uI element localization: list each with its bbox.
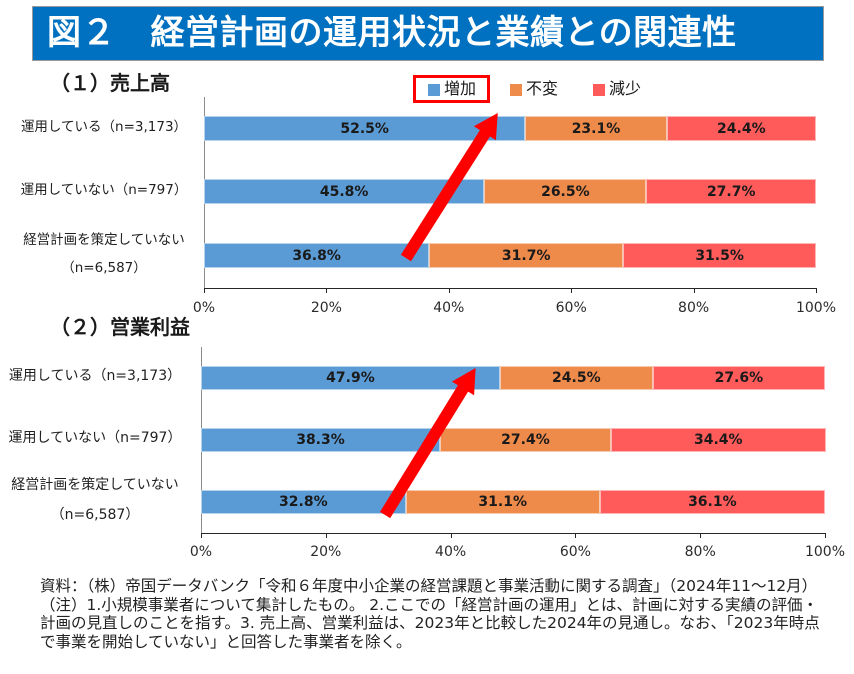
legend-label-increase: 増加: [444, 79, 477, 98]
x-tick: [326, 288, 327, 293]
bar-segment-increase: 45.8%: [204, 179, 485, 204]
x-tick-label: 60%: [555, 300, 587, 316]
data-label: 32.8%: [279, 494, 328, 510]
legend-highlight-box: [413, 75, 490, 103]
x-tick-label: 60%: [559, 544, 591, 560]
category-label: （n=6,587）: [50, 507, 140, 523]
x-axis-line: [204, 288, 817, 289]
category-label: 運用していない（n=797）: [8, 429, 182, 446]
bar-segment-increase: 38.3%: [201, 427, 440, 452]
category-label: 運用している（n=3,173）: [8, 368, 182, 384]
data-label: 24.4%: [717, 120, 766, 137]
x-tick-label: 40%: [435, 544, 467, 560]
bar-segment-unchanged: 31.1%: [405, 490, 600, 514]
legend-swatch-unchanged: [510, 84, 522, 96]
x-axis-line: [201, 533, 826, 534]
legend-swatch-increase: [428, 84, 440, 96]
x-tick: [571, 288, 572, 293]
x-tick-label: 40%: [433, 300, 465, 316]
bar-segment-decrease: 36.1%: [599, 490, 825, 514]
data-label: 23.1%: [571, 120, 621, 137]
bar-segment-unchanged: 24.5%: [499, 366, 653, 390]
bar-segment-decrease: 27.7%: [646, 179, 816, 204]
bar-segment-decrease: 34.4%: [610, 427, 826, 452]
data-label: 27.6%: [714, 370, 764, 386]
x-tick: [694, 288, 695, 293]
data-label: 38.3%: [296, 431, 345, 448]
x-tick-label: 100%: [795, 300, 837, 316]
x-tick-label: 80%: [678, 300, 710, 316]
x-tick-label: 80%: [684, 544, 716, 560]
x-tick: [326, 533, 327, 538]
source-notes: 資料：（株）帝国データバンク「令和６年度中小企業の経営課題と事業活動に関する調査…: [40, 577, 820, 652]
note-line: （注）1.小規模事業者について集計したもの。 2.ここでの「経営計画の運用」とは…: [40, 595, 819, 614]
bar-segment-unchanged: 26.5%: [484, 179, 647, 204]
x-tick: [700, 533, 701, 538]
data-label: 31.1%: [478, 494, 527, 510]
x-tick-label: 0%: [189, 544, 213, 560]
x-tick-label: 20%: [310, 300, 342, 316]
data-label: 36.8%: [292, 247, 341, 264]
x-tick: [825, 533, 826, 538]
x-tick: [451, 533, 452, 538]
note-line: 計画の見直しのことを指す。3. 売上高、営業利益は、2023年と比較した2024…: [40, 614, 820, 633]
figure-title: 図２ 経営計画の運用状況と業績との関連性: [47, 13, 737, 53]
note-line: で事業を開始していない」と回答した事業者を除く。: [40, 633, 412, 652]
data-label: 31.7%: [501, 247, 551, 264]
category-label: 経営計画を策定していない: [23, 231, 185, 248]
x-tick-label: 20%: [310, 544, 342, 560]
data-label: 24.5%: [552, 370, 601, 386]
x-tick: [816, 288, 817, 293]
section-heading-operating-profit: （２）営業利益: [50, 315, 190, 339]
legend-label-decrease: 減少: [609, 79, 642, 98]
data-label: 45.8%: [319, 183, 369, 200]
category-label: 経営計画を策定していない: [11, 477, 179, 493]
x-tick: [201, 533, 202, 538]
bar-segment-increase: 47.9%: [201, 366, 500, 390]
x-tick: [204, 288, 205, 293]
section-heading-sales: （１）売上高: [50, 71, 170, 95]
category-label: （n=6,587）: [61, 259, 147, 276]
bar-segment-increase: 52.5%: [204, 116, 526, 141]
x-tick: [575, 533, 576, 538]
bar-segment-decrease: 31.5%: [623, 243, 816, 268]
bar-segment-increase: 32.8%: [201, 490, 406, 514]
data-label: 31.5%: [695, 247, 744, 264]
data-label: 27.7%: [706, 183, 756, 200]
legend-label-unchanged: 不変: [526, 79, 559, 98]
bar-segment-decrease: 24.4%: [666, 116, 816, 141]
data-label: 47.9%: [326, 370, 375, 386]
category-label: 運用している（n=3,173）: [20, 118, 188, 135]
bar-segment-unchanged: 31.7%: [429, 243, 624, 268]
category-label: 運用していない（n=797）: [20, 181, 188, 198]
data-label: 52.5%: [340, 120, 389, 137]
data-label: 34.4%: [693, 431, 743, 448]
x-tick-label: 100%: [804, 544, 846, 560]
source-line: 資料：（株）帝国データバンク「令和６年度中小企業の経営課題と事業活動に関する調査…: [40, 577, 818, 595]
x-tick-label: 0%: [192, 300, 216, 316]
legend-swatch-decrease: [593, 84, 605, 96]
data-label: 36.1%: [688, 494, 737, 510]
data-label: 27.4%: [501, 431, 550, 448]
title-banner: 図２ 経営計画の運用状況と業績との関連性: [32, 6, 824, 61]
bar-segment-unchanged: 27.4%: [439, 427, 611, 452]
bar-segment-decrease: 27.6%: [652, 366, 825, 390]
bar-segment-unchanged: 23.1%: [525, 116, 667, 141]
bar-segment-increase: 36.8%: [204, 243, 430, 268]
data-label: 26.5%: [541, 183, 590, 200]
x-tick: [449, 288, 450, 293]
